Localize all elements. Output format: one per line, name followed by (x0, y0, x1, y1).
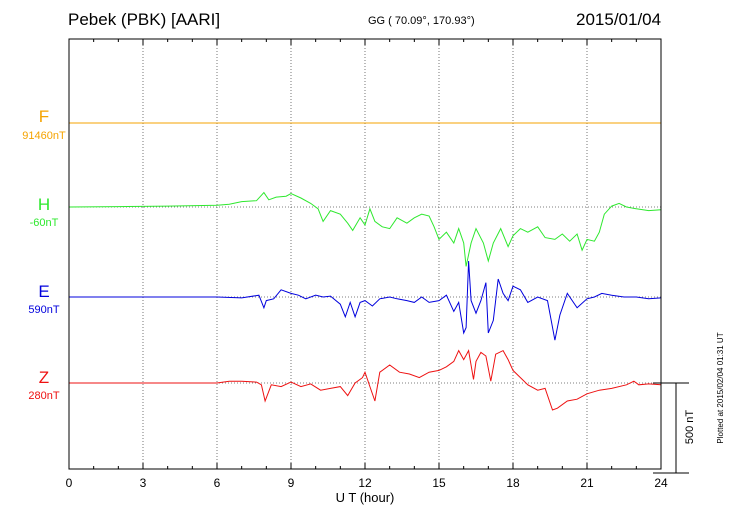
series-baseline-f: 91460nT (22, 130, 66, 142)
x-tick-label-21: 21 (580, 476, 594, 490)
series-line-e (69, 260, 662, 341)
series-line-z (69, 349, 662, 411)
coordinates-label: GG ( 70.09°, 170.93°) (368, 15, 475, 27)
x-tick-label-6: 6 (214, 476, 221, 490)
series-baseline-h: -60nT (29, 217, 59, 229)
series-label-h: H (37, 195, 51, 214)
x-tick-label-0: 0 (66, 476, 73, 490)
series-label-z: Z (38, 368, 50, 387)
x-tick-label-3: 3 (140, 476, 147, 490)
series-baseline-z: 280nT (28, 390, 60, 402)
x-axis-ticks: 0 3 6 9 12 15 18 21 24 (66, 39, 668, 490)
x-axis-label: U T (hour) (336, 490, 395, 505)
series-baseline-e: 590nT (28, 304, 60, 316)
station-title: Pebek (PBK) [AARI] (68, 10, 221, 29)
x-tick-label-24: 24 (654, 476, 668, 490)
series-label-e: E (38, 282, 50, 301)
scale-bar (653, 382, 689, 474)
grid-lines (142, 39, 588, 469)
series-lines (68, 122, 662, 411)
plot-frame (68, 38, 662, 470)
series-label-f: F (38, 107, 50, 126)
plotted-timestamp: Plotted at 2015/02/04 01:31 UT (716, 332, 725, 443)
x-tick-label-18: 18 (506, 476, 520, 490)
series-line-h (68, 191, 662, 267)
scale-bar-label: 500 nT (684, 410, 696, 445)
x-tick-label-9: 9 (288, 476, 295, 490)
x-tick-label-15: 15 (432, 476, 446, 490)
x-tick-label-12: 12 (358, 476, 372, 490)
date-label: 2015/01/04 (576, 10, 662, 29)
